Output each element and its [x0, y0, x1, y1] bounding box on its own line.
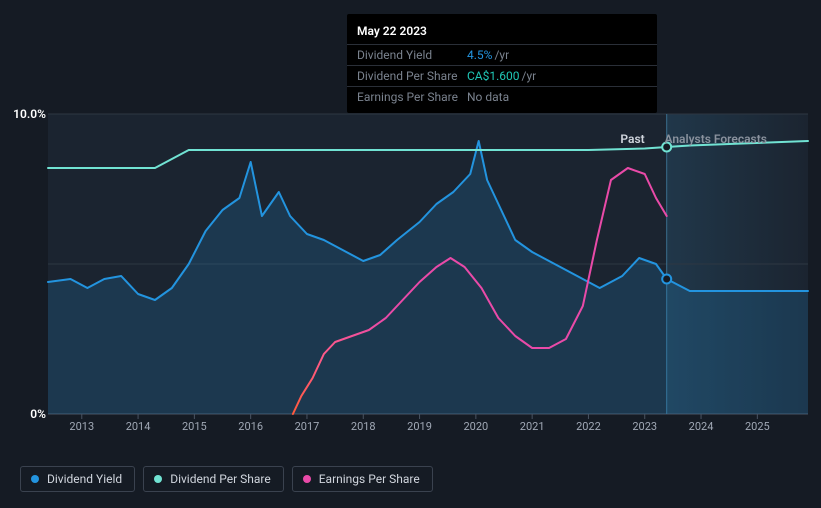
x-axis-year: 2020: [463, 420, 488, 433]
tooltip-row-value: 4.5%: [467, 48, 492, 62]
tooltip-date: May 22 2023: [347, 20, 657, 44]
legend-item[interactable]: Dividend Yield: [20, 466, 135, 492]
x-axis-year: 2023: [632, 420, 657, 433]
tooltip-row-label: Dividend Yield: [357, 48, 467, 62]
legend-item[interactable]: Dividend Per Share: [143, 466, 284, 492]
tooltip-row: Dividend Yield4.5% /yr: [347, 44, 657, 65]
x-axis-year: 2019: [407, 420, 432, 433]
x-axis-year: 2018: [351, 420, 376, 433]
legend-dot-icon: [154, 475, 162, 483]
x-axis-year: 2014: [126, 420, 151, 433]
x-axis-year: 2021: [520, 420, 545, 433]
forecast-label: Analysts Forecasts: [664, 132, 766, 146]
legend-label: Dividend Yield: [47, 472, 122, 486]
legend-label: Earnings Per Share: [319, 472, 420, 486]
chart-area: 10.0% 0% Past Analysts Forecasts: [0, 100, 821, 460]
x-axis-year: 2017: [295, 420, 320, 433]
x-axis-year: 2016: [238, 420, 263, 433]
x-axis-year: 2025: [745, 420, 770, 433]
x-axis-year: 2024: [689, 420, 714, 433]
tooltip-row-unit: /yr: [494, 48, 509, 62]
tooltip-row: Earnings Per ShareNo data: [347, 86, 657, 107]
legend-item[interactable]: Earnings Per Share: [292, 466, 433, 492]
y-axis-label-bottom: 0%: [30, 407, 46, 421]
tooltip-row-value: CA$1.600: [467, 69, 520, 83]
legend-label: Dividend Per Share: [170, 472, 271, 486]
legend-dot-icon: [31, 475, 39, 483]
legend-dot-icon: [303, 475, 311, 483]
tooltip-row-unit: /yr: [522, 69, 537, 83]
x-axis-year: 2022: [576, 420, 601, 433]
x-axis-year: 2013: [69, 420, 94, 433]
legend: Dividend Yield Dividend Per Share Earnings…: [20, 466, 433, 492]
tooltip-row-value: No data: [467, 90, 509, 104]
tooltip-row-label: Earnings Per Share: [357, 90, 467, 104]
tooltip-row: Dividend Per ShareCA$1.600 /yr: [347, 65, 657, 86]
x-axis-labels: 2013 2014 2015 2016 2017 2018 2019 2020 2021 2022…: [48, 420, 808, 440]
y-axis-label-top: 10.0%: [13, 107, 46, 121]
x-axis-year: 2015: [182, 420, 207, 433]
tooltip-row-label: Dividend Per Share: [357, 69, 467, 83]
past-label: Past: [620, 132, 644, 146]
time-series-chart[interactable]: [0, 100, 821, 460]
chart-tooltip: May 22 2023 Dividend Yield4.5% /yrDivide…: [347, 14, 657, 113]
